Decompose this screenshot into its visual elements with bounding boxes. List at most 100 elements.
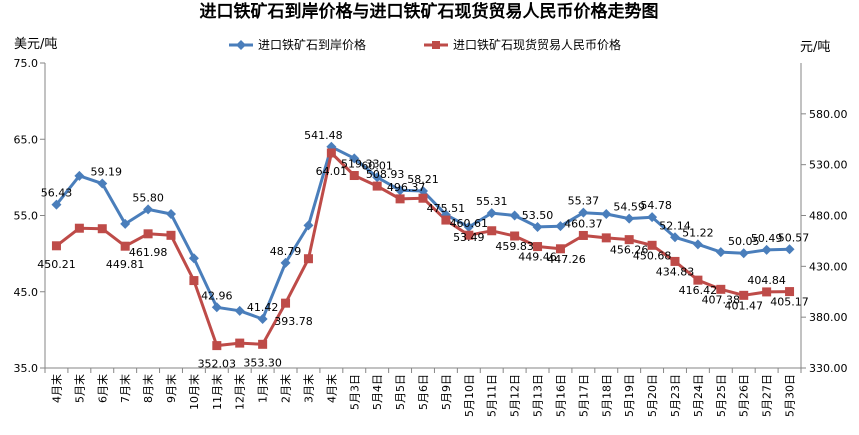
data-label-rmb: 449.46 (518, 251, 557, 264)
data-point-cif (372, 172, 383, 183)
chart-title: 进口铁矿石到岸价格与进口铁矿石现货贸易人民币价格走势图 (200, 1, 659, 22)
data-label-rmb: 459.83 (495, 240, 534, 253)
data-point-cif (303, 220, 314, 231)
right-tick-label: 430.00 (809, 260, 848, 273)
right-axis-ticks: 330.00 380.00 430.00 480.00 530.00 580.00 (801, 108, 848, 375)
data-label-cif: 50.49 (751, 232, 783, 245)
data-point-cif (211, 302, 222, 313)
data-label-cif: 58.21 (407, 173, 439, 186)
x-tick-label: 5月5日 (394, 374, 407, 410)
left-axis-ticks: 35.0 45.0 55.0 65.0 75.0 (14, 57, 45, 375)
data-label-rmb: 401.47 (724, 299, 763, 312)
data-point-rmb (739, 290, 749, 300)
data-point-cif (601, 208, 612, 219)
data-label-rmb: 393.78 (274, 315, 313, 328)
left-tick-label: 35.0 (14, 362, 39, 375)
x-tick-label: 12月末 (233, 374, 247, 410)
data-point-cif (418, 186, 428, 197)
data-point-rmb (510, 231, 520, 241)
data-label-rmb: 407.38 (702, 293, 741, 306)
x-tick-label: 5月末 (72, 374, 86, 403)
data-point-rmb (762, 287, 772, 297)
data-label-rmb: 449.81 (106, 258, 145, 271)
data-point-rmb (212, 341, 222, 351)
data-label-rmb: 496.37 (387, 181, 426, 194)
data-point-cif (234, 305, 245, 316)
data-label-cif: 64.01 (316, 165, 348, 178)
data-label-cif: 54.78 (640, 199, 672, 212)
x-tick-label: 5月23日 (669, 374, 682, 417)
axes (44, 63, 802, 369)
data-point-cif (74, 170, 85, 181)
x-tick-label: 8月末 (141, 374, 155, 403)
legend: 进口铁矿石到岸价格 进口铁矿石现货贸易人民币价格 (229, 37, 621, 52)
x-tick-label: 5月17日 (577, 374, 590, 417)
x-tick-label: 5月16日 (554, 374, 567, 417)
x-tick-label: 2月末 (279, 374, 293, 403)
data-point-rmb (74, 223, 84, 233)
data-label-rmb: 460.37 (564, 217, 603, 230)
x-tick-label: 1月末 (256, 374, 270, 403)
x-tick-label: 5月25日 (715, 374, 728, 417)
data-label-rmb: 519.33 (341, 158, 380, 171)
right-tick-label: 330.00 (809, 362, 848, 375)
data-label-rmb: 434.83 (656, 265, 695, 278)
data-point-cif (143, 204, 154, 215)
data-label-cif: 48.79 (270, 245, 302, 258)
data-point-rmb (372, 181, 382, 191)
data-label-rmb: 461.98 (129, 246, 168, 259)
data-label-rmb: 404.84 (747, 274, 786, 287)
left-tick-label: 75.0 (14, 57, 39, 70)
data-point-rmb (487, 226, 497, 236)
left-tick-label: 65.0 (14, 133, 39, 146)
data-point-cif (692, 239, 703, 250)
data-point-cif (120, 218, 131, 229)
legend-label-rmb: 进口铁矿石现货贸易人民币价格 (453, 37, 621, 52)
data-point-rmb (349, 171, 359, 181)
legend-marker-cif (236, 40, 246, 50)
data-label-rmb: 352.03 (198, 358, 237, 371)
data-point-cif (578, 207, 589, 218)
right-tick-label: 380.00 (809, 311, 848, 324)
data-label-rmb: 447.26 (547, 253, 586, 266)
data-point-cif (97, 178, 108, 189)
left-tick-label: 45.0 (14, 286, 39, 299)
data-point-cif (624, 213, 635, 224)
x-tick-label: 5月9日 (440, 374, 453, 410)
data-label-cif: 53.50 (522, 209, 554, 222)
data-point-cif (670, 232, 680, 243)
data-label-cif: 53.49 (453, 231, 485, 244)
x-tick-label: 4月末 (49, 374, 63, 403)
data-label-cif: 55.80 (132, 191, 164, 204)
data-point-cif (784, 244, 795, 255)
data-label-cif: 59.19 (91, 166, 123, 179)
data-label-cif: 42.96 (201, 289, 233, 302)
data-label-cif: 60.01 (361, 159, 393, 172)
data-point-rmb (601, 233, 611, 243)
data-label-rmb: 508.93 (366, 168, 405, 181)
data-label-rmb: 541.48 (304, 129, 343, 142)
right-tick-label: 480.00 (809, 210, 848, 223)
data-point-cif (486, 208, 497, 219)
data-point-cif (395, 185, 406, 196)
data-point-rmb (693, 275, 703, 285)
data-label-cif: 55.31 (476, 195, 508, 208)
data-label-cif: 54.59 (613, 201, 645, 214)
data-label-cif: 51.22 (682, 226, 714, 239)
x-tick-label: 6月末 (95, 374, 109, 403)
data-point-cif (715, 247, 726, 258)
x-tick-label: 5月3日 (348, 374, 361, 410)
data-point-rmb (166, 230, 176, 240)
x-tick-label: 3月末 (301, 374, 315, 403)
x-tick-label: 5月20日 (646, 374, 659, 417)
data-label-cif: 41.42 (247, 301, 279, 314)
x-tick-label: 5月12日 (509, 374, 522, 417)
x-tick-label: 10月末 (187, 374, 201, 410)
x-tick-label: 9月末 (164, 374, 178, 403)
x-tick-label: 5月30日 (784, 374, 797, 417)
data-point-rmb (464, 230, 474, 240)
data-point-rmb (51, 241, 61, 251)
data-point-rmb (624, 235, 634, 245)
data-point-cif (188, 253, 199, 264)
